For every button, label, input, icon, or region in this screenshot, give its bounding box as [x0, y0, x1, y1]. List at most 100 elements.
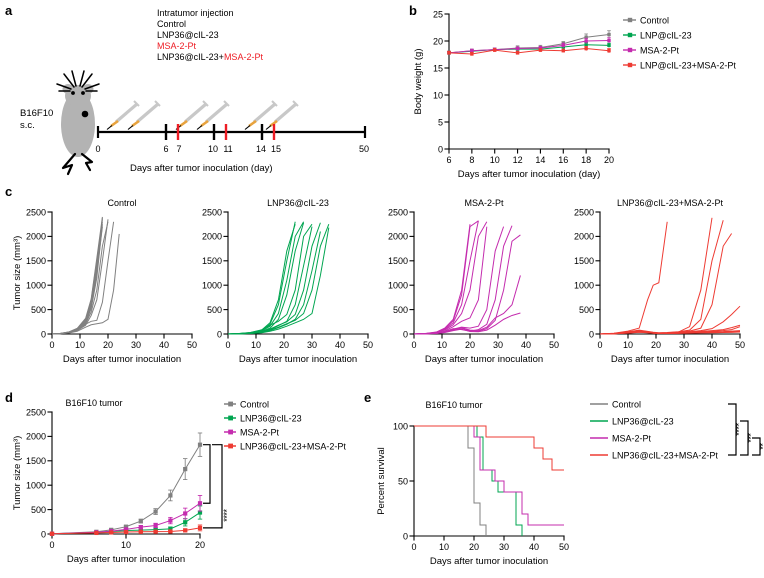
x-tick-label: 20 — [103, 340, 113, 350]
y-axis-title: Body weight (g) — [413, 48, 424, 114]
x-axis-title: Days after tumor inoculation — [430, 556, 548, 567]
x-axis-title: Days after tumor inoculation — [425, 354, 543, 365]
legend-label-1: LNP36@cIL-23 — [612, 417, 674, 427]
data-point — [138, 525, 143, 530]
data-point — [607, 32, 611, 37]
mouse-curve-9 — [51, 233, 120, 335]
x-tick-label: 40 — [707, 340, 717, 350]
group-control-pre: Control — [157, 18, 187, 29]
timeline-tick-14: 14 — [256, 144, 266, 154]
data-point — [153, 523, 158, 528]
x-tick-label: 40 — [335, 340, 345, 350]
timeline-tick-11: 11 — [223, 144, 232, 154]
y-tick-label: 1000 — [26, 481, 46, 491]
timeline-tick-7: 7 — [176, 144, 181, 154]
mouse-curve-5 — [227, 226, 313, 335]
data-point — [197, 525, 203, 530]
data-point — [168, 518, 173, 523]
data-point — [168, 529, 173, 534]
y-tick-label: 500 — [31, 305, 46, 315]
timeline-tick-10: 10 — [208, 144, 218, 154]
y-tick-label: 2500 — [26, 407, 46, 417]
data-point — [561, 49, 565, 53]
mouse-curve-1 — [599, 217, 713, 335]
y-tick-label: 500 — [207, 305, 222, 315]
y-tick-label: 15 — [433, 63, 443, 73]
data-point — [607, 38, 611, 43]
legend-label-0: Control — [240, 399, 269, 409]
y-tick-label: 5 — [438, 117, 443, 127]
y-tick-label: 0 — [403, 329, 408, 339]
x-tick-label: 50 — [363, 340, 373, 350]
mouse-curve-0 — [413, 224, 471, 335]
mouse-curve-3 — [413, 221, 488, 335]
panel-d-chart: 0 500 1000 1500 2000 2500 0 10 20 Days after tumo… — [12, 398, 346, 565]
x-tick-label: 10 — [439, 542, 449, 552]
y-tick-label: 20 — [433, 36, 443, 46]
injection-text-block: Intratumor injection Control LNP36@cIL-2… — [157, 8, 263, 63]
panel-c-lnp-chart: 0 500 1000 1500 2000 2500 0 10 20 30 40 50 Days afte… — [202, 198, 373, 365]
legend-marker-0 — [627, 17, 633, 23]
data-point — [123, 527, 129, 532]
timeline-tick-6: 6 — [163, 144, 168, 154]
significance-brackets-d: **** — [203, 444, 232, 529]
x-tick-label: 50 — [549, 340, 559, 350]
data-point — [138, 529, 143, 534]
y-tick-label: 0 — [41, 529, 46, 539]
y-tick-label: 0 — [41, 329, 46, 339]
y-tick-label: 500 — [393, 305, 408, 315]
data-point — [49, 531, 55, 536]
legend-label-3: LNP36@cIL-23+MSA-2-Pt — [612, 451, 718, 461]
x-tick-label: 14 — [535, 155, 545, 165]
x-tick-label: 10 — [490, 155, 500, 165]
data-point — [123, 524, 129, 529]
group-label-control: Control — [157, 19, 263, 30]
y-tick-label: 0 — [403, 531, 408, 541]
series-0 — [49, 432, 203, 536]
y-tick-label: 2500 — [574, 207, 594, 217]
mouse-curve-4 — [413, 226, 488, 335]
y-tick-label: 10 — [433, 90, 443, 100]
data-point — [584, 46, 588, 51]
data-point — [183, 466, 188, 472]
mouse-curve-3 — [599, 233, 733, 335]
x-axis-title: Days after tumor inoculation — [67, 554, 185, 565]
legend-label-3: LNP@cIL-23+MSA-2-Pt — [640, 60, 736, 70]
timeline-tick-0: 0 — [95, 144, 100, 154]
panel-a-schematic: Intratumor injection Control LNP36@cIL-2… — [0, 0, 405, 185]
legend-label-0: Control — [612, 400, 641, 410]
x-tick-label: 20 — [469, 542, 479, 552]
panel-c-control-chart: 0 500 1000 1500 2000 2500 0 10 20 30 40 50 Days afte… — [12, 198, 197, 365]
data-point — [197, 442, 203, 447]
y-tick-label: 0 — [438, 144, 443, 154]
y-tick-label: 1500 — [574, 256, 594, 266]
x-tick-label: 0 — [49, 340, 54, 350]
mouse-curve-0 — [227, 221, 296, 335]
x-tick-label: 30 — [307, 340, 317, 350]
data-point — [584, 35, 588, 39]
mouse-model-line1: B16F10 — [20, 108, 54, 119]
x-tick-label: 40 — [529, 542, 539, 552]
data-point — [153, 509, 158, 514]
x-tick-label: 40 — [159, 340, 169, 350]
data-point — [470, 49, 474, 53]
legend-label-1: LNP@cIL-23 — [640, 30, 692, 40]
data-point — [94, 530, 99, 536]
legend-marker-2 — [627, 47, 633, 53]
data-point — [493, 48, 497, 52]
x-axis-title: Days after tumor inoculation (day) — [458, 169, 601, 180]
legend-marker-3 — [627, 62, 633, 68]
significance-label-e-1: *** — [746, 432, 756, 442]
plot-title: MSA-2-Pt — [464, 198, 504, 208]
y-tick-label: 25 — [433, 9, 443, 19]
panel-e-chart: 0 50 100 0 10 20 30 40 50 Days after tumor inocul… — [376, 400, 764, 568]
y-tick-label: 1000 — [202, 281, 222, 291]
x-tick-label: 12 — [513, 155, 523, 165]
injection-header: Intratumor injection — [157, 8, 234, 18]
series-2 — [49, 495, 203, 536]
group-label-msa: MSA-2-Pt — [157, 41, 263, 52]
x-tick-label: 10 — [251, 340, 261, 350]
x-tick-label: 50 — [735, 340, 745, 350]
x-tick-label: 30 — [499, 542, 509, 552]
